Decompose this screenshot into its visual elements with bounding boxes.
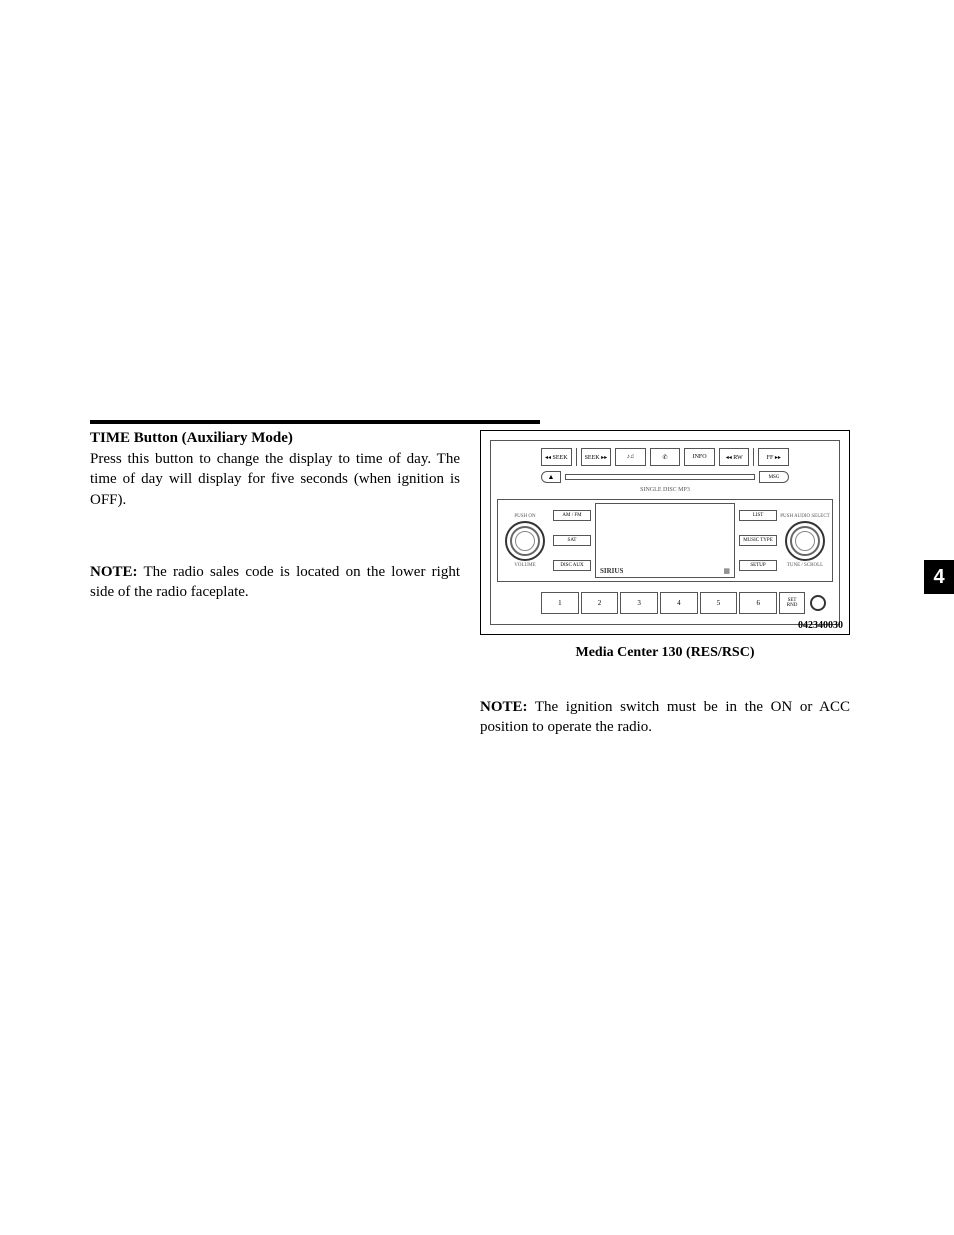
top-button-row: ◂◂ SEEK SEEK ▸▸ ♪♫ ✆ INFO ◂◂ RW FF ▸▸ — [541, 447, 789, 467]
preset-6: 6 — [739, 592, 777, 614]
seek-back-button: ◂◂ SEEK — [541, 448, 572, 466]
disc-aux-button: DISC AUX — [553, 560, 591, 571]
seek-fwd-button: SEEK ▸▸ — [581, 448, 612, 466]
disc-slot-row: ▲ MSG — [541, 471, 789, 483]
preset-4: 4 — [660, 592, 698, 614]
screen-icon: ▦ — [723, 567, 730, 575]
left-knob-area: PUSH ON VOLUME — [498, 500, 552, 581]
right-knob-area: PUSH AUDIO SELECT TUNE / SCROLL — [778, 500, 832, 581]
right-knob-top-label: PUSH AUDIO SELECT — [780, 514, 829, 519]
rw-button: ◂◂ RW — [719, 448, 750, 466]
section-heading: TIME Button (Auxiliary Mode) — [90, 430, 460, 447]
left-note: NOTE: The radio sales code is located on… — [90, 562, 460, 603]
music-button: ♪♫ — [615, 448, 646, 466]
chapter-tab: 4 — [924, 560, 954, 594]
preset-3: 3 — [620, 592, 658, 614]
volume-knob — [505, 521, 545, 561]
info-button: INFO — [684, 448, 715, 466]
preset-row: 1 2 3 4 5 6 SET RND — [541, 592, 829, 614]
left-knob-top-label: PUSH ON — [514, 514, 535, 519]
preset-5: 5 — [700, 592, 738, 614]
left-column: TIME Button (Auxiliary Mode) Press this … — [90, 430, 460, 738]
rnd-label: RND — [787, 603, 798, 608]
radio-faceplate: ◂◂ SEEK SEEK ▸▸ ♪♫ ✆ INFO ◂◂ RW FF ▸▸ ▲ … — [490, 440, 840, 625]
eject-button: ▲ — [541, 471, 561, 483]
divider — [576, 448, 577, 466]
right-column: ◂◂ SEEK SEEK ▸▸ ♪♫ ✆ INFO ◂◂ RW FF ▸▸ ▲ … — [480, 430, 850, 738]
display-screen: SIRIUS ▦ — [595, 503, 735, 578]
left-mode-col: AM / FM SAT DISC AUX — [552, 500, 592, 581]
mid-section: PUSH ON VOLUME AM / FM SAT DISC AUX SIRI… — [497, 499, 833, 582]
music-type-button: MUSIC TYPE — [739, 535, 777, 546]
ff-button: FF ▸▸ — [758, 448, 789, 466]
amfm-button: AM / FM — [553, 510, 591, 521]
preset-2: 2 — [581, 592, 619, 614]
list-button: LIST — [739, 510, 777, 521]
disc-sub-label: SINGLE DISC MP3 — [491, 487, 839, 493]
setup-button: SETUP — [739, 560, 777, 571]
figure-caption: Media Center 130 (RES/RSC) — [480, 645, 850, 661]
right-mode-col: LIST MUSIC TYPE SETUP — [738, 500, 778, 581]
sat-button: SAT — [553, 535, 591, 546]
page-content: TIME Button (Auxiliary Mode) Press this … — [90, 420, 850, 738]
sirius-logo: SIRIUS — [600, 567, 623, 575]
divider — [753, 448, 754, 466]
tune-knob — [785, 521, 825, 561]
disc-slot — [565, 474, 755, 480]
right-note: NOTE: The ignition switch must be in the… — [480, 697, 850, 738]
note-text: The radio sales code is located on the l… — [90, 564, 460, 600]
msg-button: MSG — [759, 471, 789, 483]
aux-jack — [807, 592, 829, 614]
set-rnd-button: SET RND — [779, 592, 805, 614]
note-text: The ignition switch must be in the ON or… — [480, 699, 850, 735]
note-label: NOTE: — [480, 699, 528, 715]
radio-figure: ◂◂ SEEK SEEK ▸▸ ♪♫ ✆ INFO ◂◂ RW FF ▸▸ ▲ … — [480, 430, 850, 635]
right-knob-bot-label: TUNE / SCROLL — [787, 563, 823, 568]
note-label: NOTE: — [90, 564, 138, 580]
horizontal-rule — [90, 420, 540, 424]
section-body: Press this button to change the display … — [90, 449, 460, 510]
phone-button: ✆ — [650, 448, 681, 466]
two-column-layout: TIME Button (Auxiliary Mode) Press this … — [90, 430, 850, 738]
figure-part-number: 042340030 — [798, 620, 843, 631]
left-knob-bot-label: VOLUME — [514, 563, 535, 568]
preset-1: 1 — [541, 592, 579, 614]
